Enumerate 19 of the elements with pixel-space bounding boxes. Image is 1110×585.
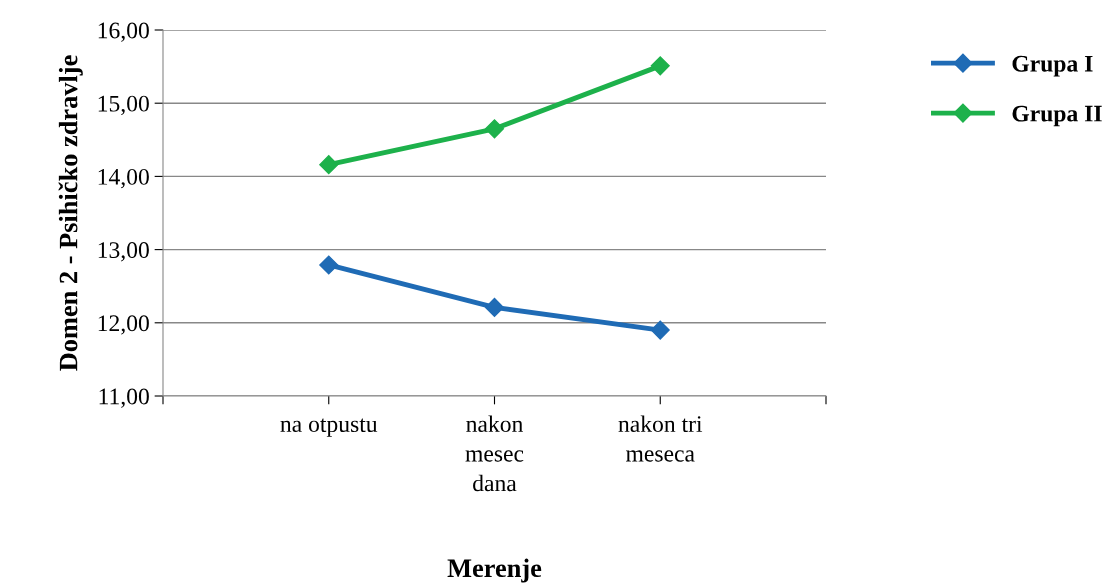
y-tick-label: 14,00 (98, 168, 149, 189)
point (484, 297, 505, 317)
y-tick-label: 12,00 (98, 315, 149, 335)
point (484, 119, 505, 139)
x-tick-label: na otpustu (280, 418, 378, 437)
x-axis-title: Merenje (447, 558, 542, 583)
y-axis-title: Domen 2 - Psihičko zdravlje (58, 55, 83, 371)
y-tick-label: 11,00 (99, 388, 149, 408)
y-tick-label: 15,00 (98, 95, 149, 116)
y-tick-label: 13,00 (98, 242, 149, 262)
y-tick-label: 16,00 (98, 22, 149, 42)
point (650, 56, 670, 76)
x-tick-label: nakon mesec dana (465, 415, 524, 492)
x-tick-label: nakon tri meseca (618, 415, 703, 462)
point (319, 155, 339, 175)
point (650, 320, 670, 340)
legend-label: Grupa I (1012, 55, 1093, 77)
point (319, 255, 339, 275)
legend-label: Grupa II (1012, 105, 1102, 127)
